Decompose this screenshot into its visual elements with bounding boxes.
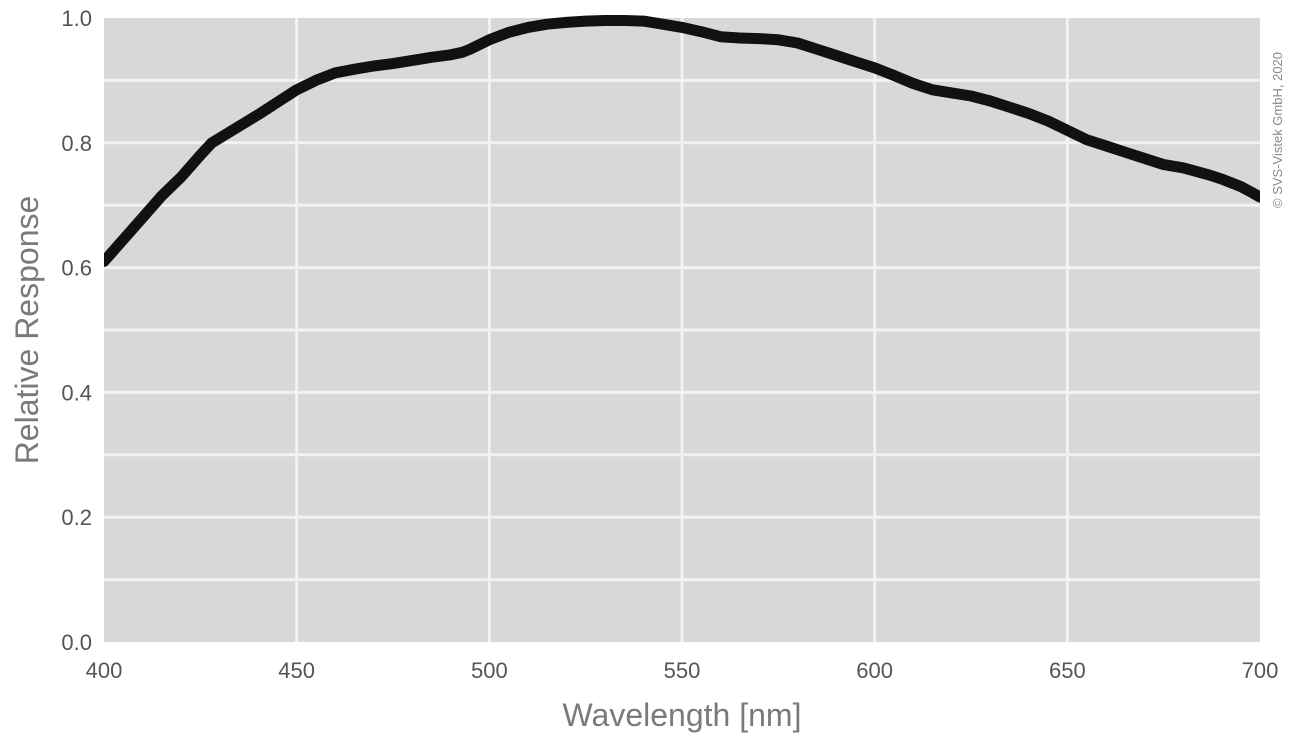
x-tick-label: 650 (1049, 658, 1086, 683)
copyright-notice: © SVS-Vistek GmbH, 2020 (1270, 52, 1285, 208)
y-tick-label: 0.4 (61, 380, 92, 405)
x-tick-label: 700 (1242, 658, 1279, 683)
y-tick-label: 1.0 (61, 6, 92, 31)
x-axis-title: Wavelength [nm] (563, 697, 802, 733)
y-axis-title: Relative Response (9, 196, 45, 465)
y-tick-label: 0.8 (61, 131, 92, 156)
x-tick-label: 450 (278, 658, 315, 683)
y-tick-label: 0.6 (61, 256, 92, 281)
x-tick-label: 600 (856, 658, 893, 683)
response-curve (104, 15, 1260, 267)
x-tick-label: 550 (664, 658, 701, 683)
y-tick-label: 0.2 (61, 505, 92, 530)
x-tick-label: 500 (471, 658, 508, 683)
x-tick-label: 400 (86, 658, 123, 683)
y-tick-label: 0.0 (61, 630, 92, 655)
